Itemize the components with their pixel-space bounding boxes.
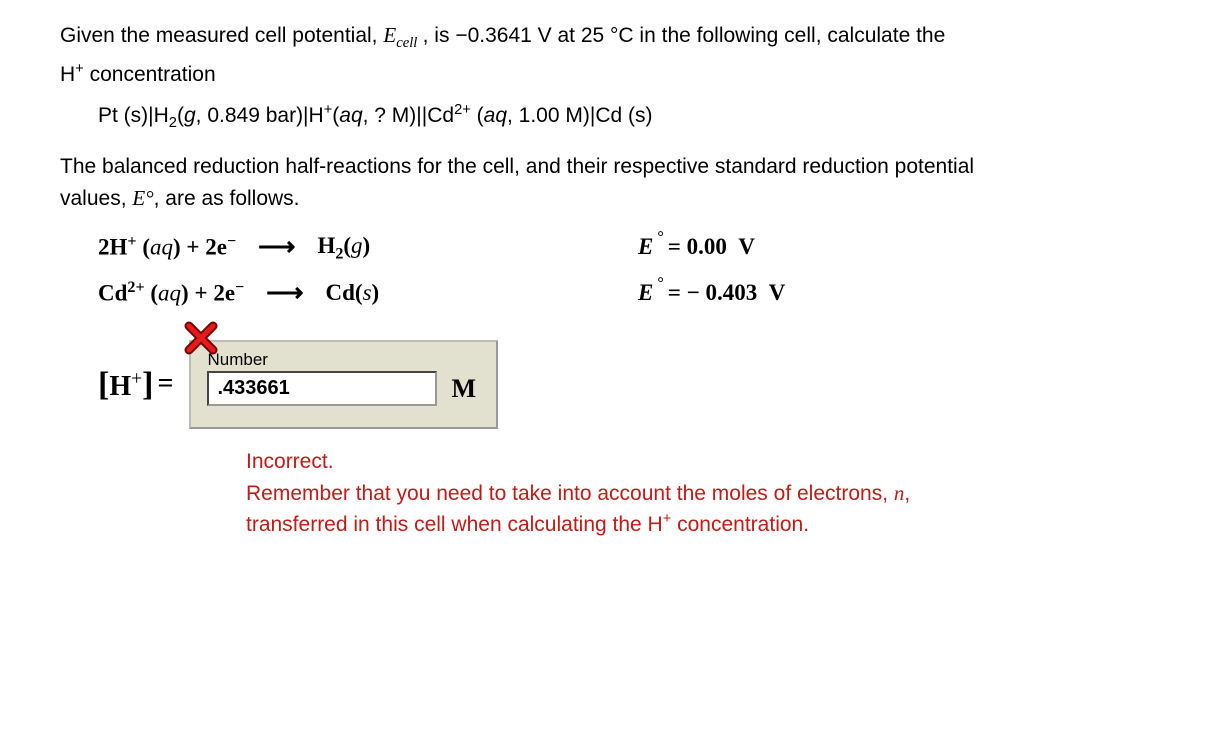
- reaction-1: 2H+ (aq) + 2e− ⟶ H2(g) E° = 0.00 V: [98, 228, 1172, 266]
- unit-label: M: [451, 370, 476, 408]
- ecell-symbol: Ecell: [383, 23, 422, 47]
- feedback-line-2: Remember that you need to take into acco…: [246, 478, 1146, 509]
- answer-box-label: Number: [207, 348, 267, 373]
- problem-line-1: Given the measured cell potential, Ecell…: [60, 20, 1172, 55]
- problem-line-2: H+ concentration: [60, 59, 1172, 90]
- arrow-icon: ⟶: [266, 274, 303, 312]
- reaction-1-equation: 2H+ (aq) + 2e− ⟶ H2(g): [98, 228, 638, 266]
- feedback-message: Incorrect. Remember that you need to tak…: [246, 447, 1146, 540]
- feedback-line-3: transferred in this cell when calculatin…: [246, 509, 1146, 540]
- reaction-2-equation: Cd2+ (aq) + 2e− ⟶ Cd(s): [98, 274, 638, 312]
- text: , is: [423, 24, 456, 47]
- half-reactions: 2H+ (aq) + 2e− ⟶ H2(g) E° = 0.00 V Cd2+ …: [98, 228, 1172, 311]
- E-degree-symbol: E°: [132, 186, 153, 210]
- h-plus-brackets: [H+]: [98, 360, 154, 409]
- text: at 25 °C in the following cell, calculat…: [552, 24, 946, 47]
- equals-sign: =: [158, 364, 174, 405]
- h-concentration-input[interactable]: [207, 371, 437, 406]
- half-reactions-intro: The balanced reduction half-reactions fo…: [60, 152, 1172, 214]
- cell-notation: Pt (s)|H2(g, 0.849 bar)|H+(aq, ? M)||Cd2…: [98, 100, 1172, 135]
- reaction-1-potential: E° = 0.00 V: [638, 230, 755, 263]
- reaction-2-potential: E° = − 0.403 V: [638, 276, 785, 309]
- answer-row: [H+] = Number M: [98, 340, 1172, 430]
- feedback-line-1: Incorrect.: [246, 447, 1146, 477]
- arrow-icon: ⟶: [258, 228, 295, 266]
- ecell-value: −0.3641 V: [455, 24, 551, 47]
- text: Given the measured cell potential,: [60, 24, 383, 47]
- reaction-2: Cd2+ (aq) + 2e− ⟶ Cd(s) E° = − 0.403 V: [98, 274, 1172, 312]
- answer-box: Number M: [189, 340, 498, 430]
